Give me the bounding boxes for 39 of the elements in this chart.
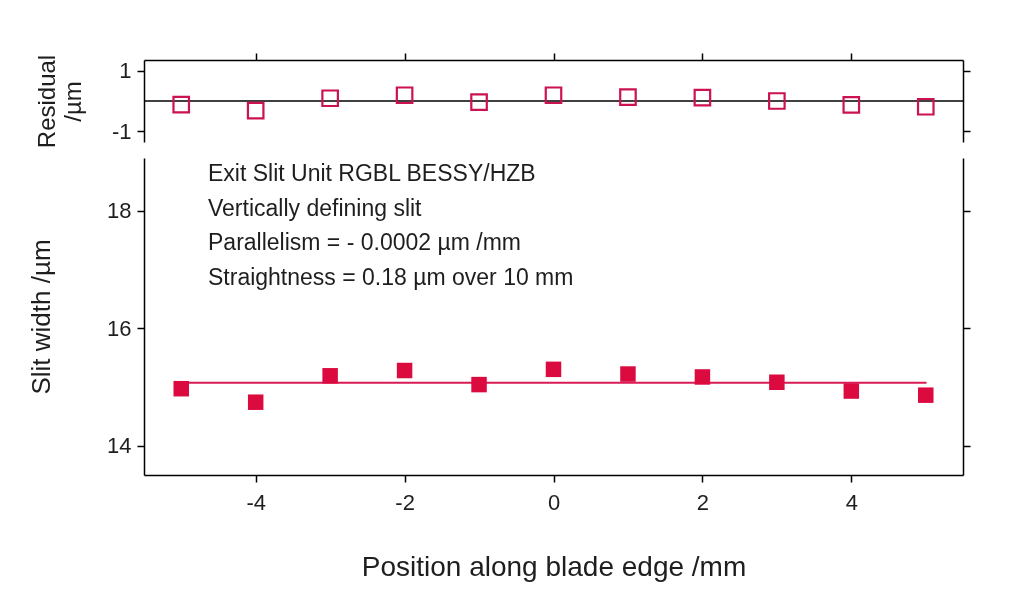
annotation: Parallelism = - 0.0002 µm /mm xyxy=(208,229,521,255)
point xyxy=(395,86,414,105)
point xyxy=(843,383,860,399)
point xyxy=(545,361,562,378)
x-axis-title: Position along blade edge /mm xyxy=(361,550,747,582)
point xyxy=(246,101,265,120)
point xyxy=(247,394,264,410)
point xyxy=(842,96,861,114)
annotation: Straightness = 0.18 µm over 10 mm xyxy=(208,263,574,290)
y-axis-title: Slit width /µm xyxy=(26,239,57,395)
x-tick-label: 4 xyxy=(845,489,858,515)
y-tick-label: 18 xyxy=(107,198,132,224)
point xyxy=(470,93,488,112)
y-tick-label: 16 xyxy=(107,315,132,341)
point xyxy=(916,97,935,116)
x-tick-label: -2 xyxy=(395,489,415,515)
point xyxy=(694,369,711,385)
point xyxy=(544,86,563,105)
x-tick-label: -4 xyxy=(246,489,266,515)
point xyxy=(769,374,785,390)
point xyxy=(172,95,191,114)
point xyxy=(321,89,339,108)
point xyxy=(471,376,487,393)
y-axis-title: Residual /µm xyxy=(32,54,86,149)
point xyxy=(619,88,637,106)
point xyxy=(396,362,413,379)
x-tick-label: 0 xyxy=(547,489,561,515)
point xyxy=(173,380,189,397)
x-tick-label: 2 xyxy=(696,489,710,515)
point xyxy=(768,92,786,110)
point xyxy=(918,387,934,403)
y-tick-label: 14 xyxy=(107,433,132,459)
point xyxy=(322,368,338,384)
point xyxy=(693,88,712,107)
y-tick-label: 1 xyxy=(119,58,132,84)
annotation: Exit Slit Unit RGBL BESSY/HZB xyxy=(208,160,536,186)
y-tick-label: -1 xyxy=(111,118,132,144)
point xyxy=(620,366,636,382)
annotation: Vertically defining slit xyxy=(208,194,423,221)
